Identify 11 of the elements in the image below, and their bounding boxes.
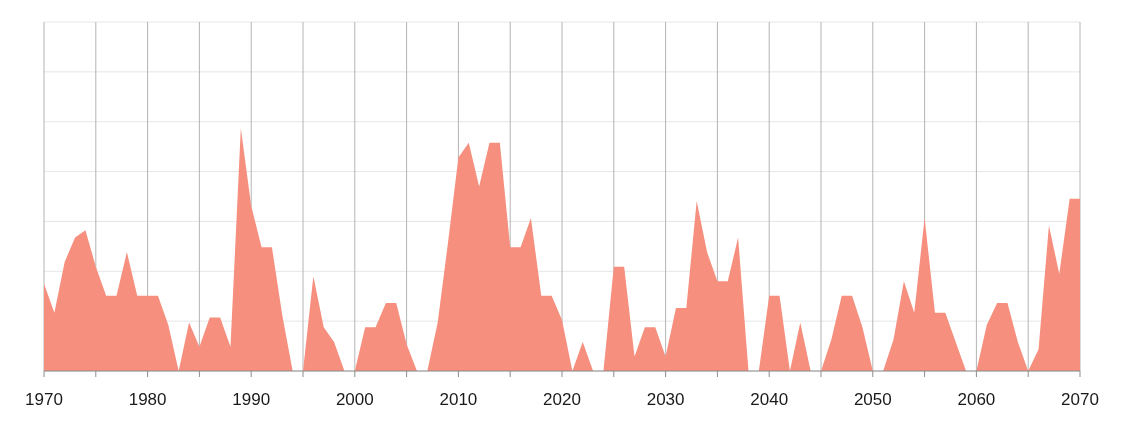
x-tick-label: 2070: [1061, 390, 1099, 410]
x-tick-label: 2060: [957, 390, 996, 410]
x-tick-label: 2050: [853, 390, 892, 410]
x-tick-label: 2020: [543, 390, 581, 410]
x-tick-label: 2030: [646, 390, 685, 410]
x-tick-label: 2040: [750, 390, 789, 410]
x-tick-label: 2000: [335, 390, 374, 410]
x-tick-label: 1990: [232, 390, 271, 410]
x-tick-label: 1970: [25, 390, 63, 410]
x-tick-label: 1980: [128, 390, 167, 410]
x-tick-label: 2010: [439, 390, 478, 410]
